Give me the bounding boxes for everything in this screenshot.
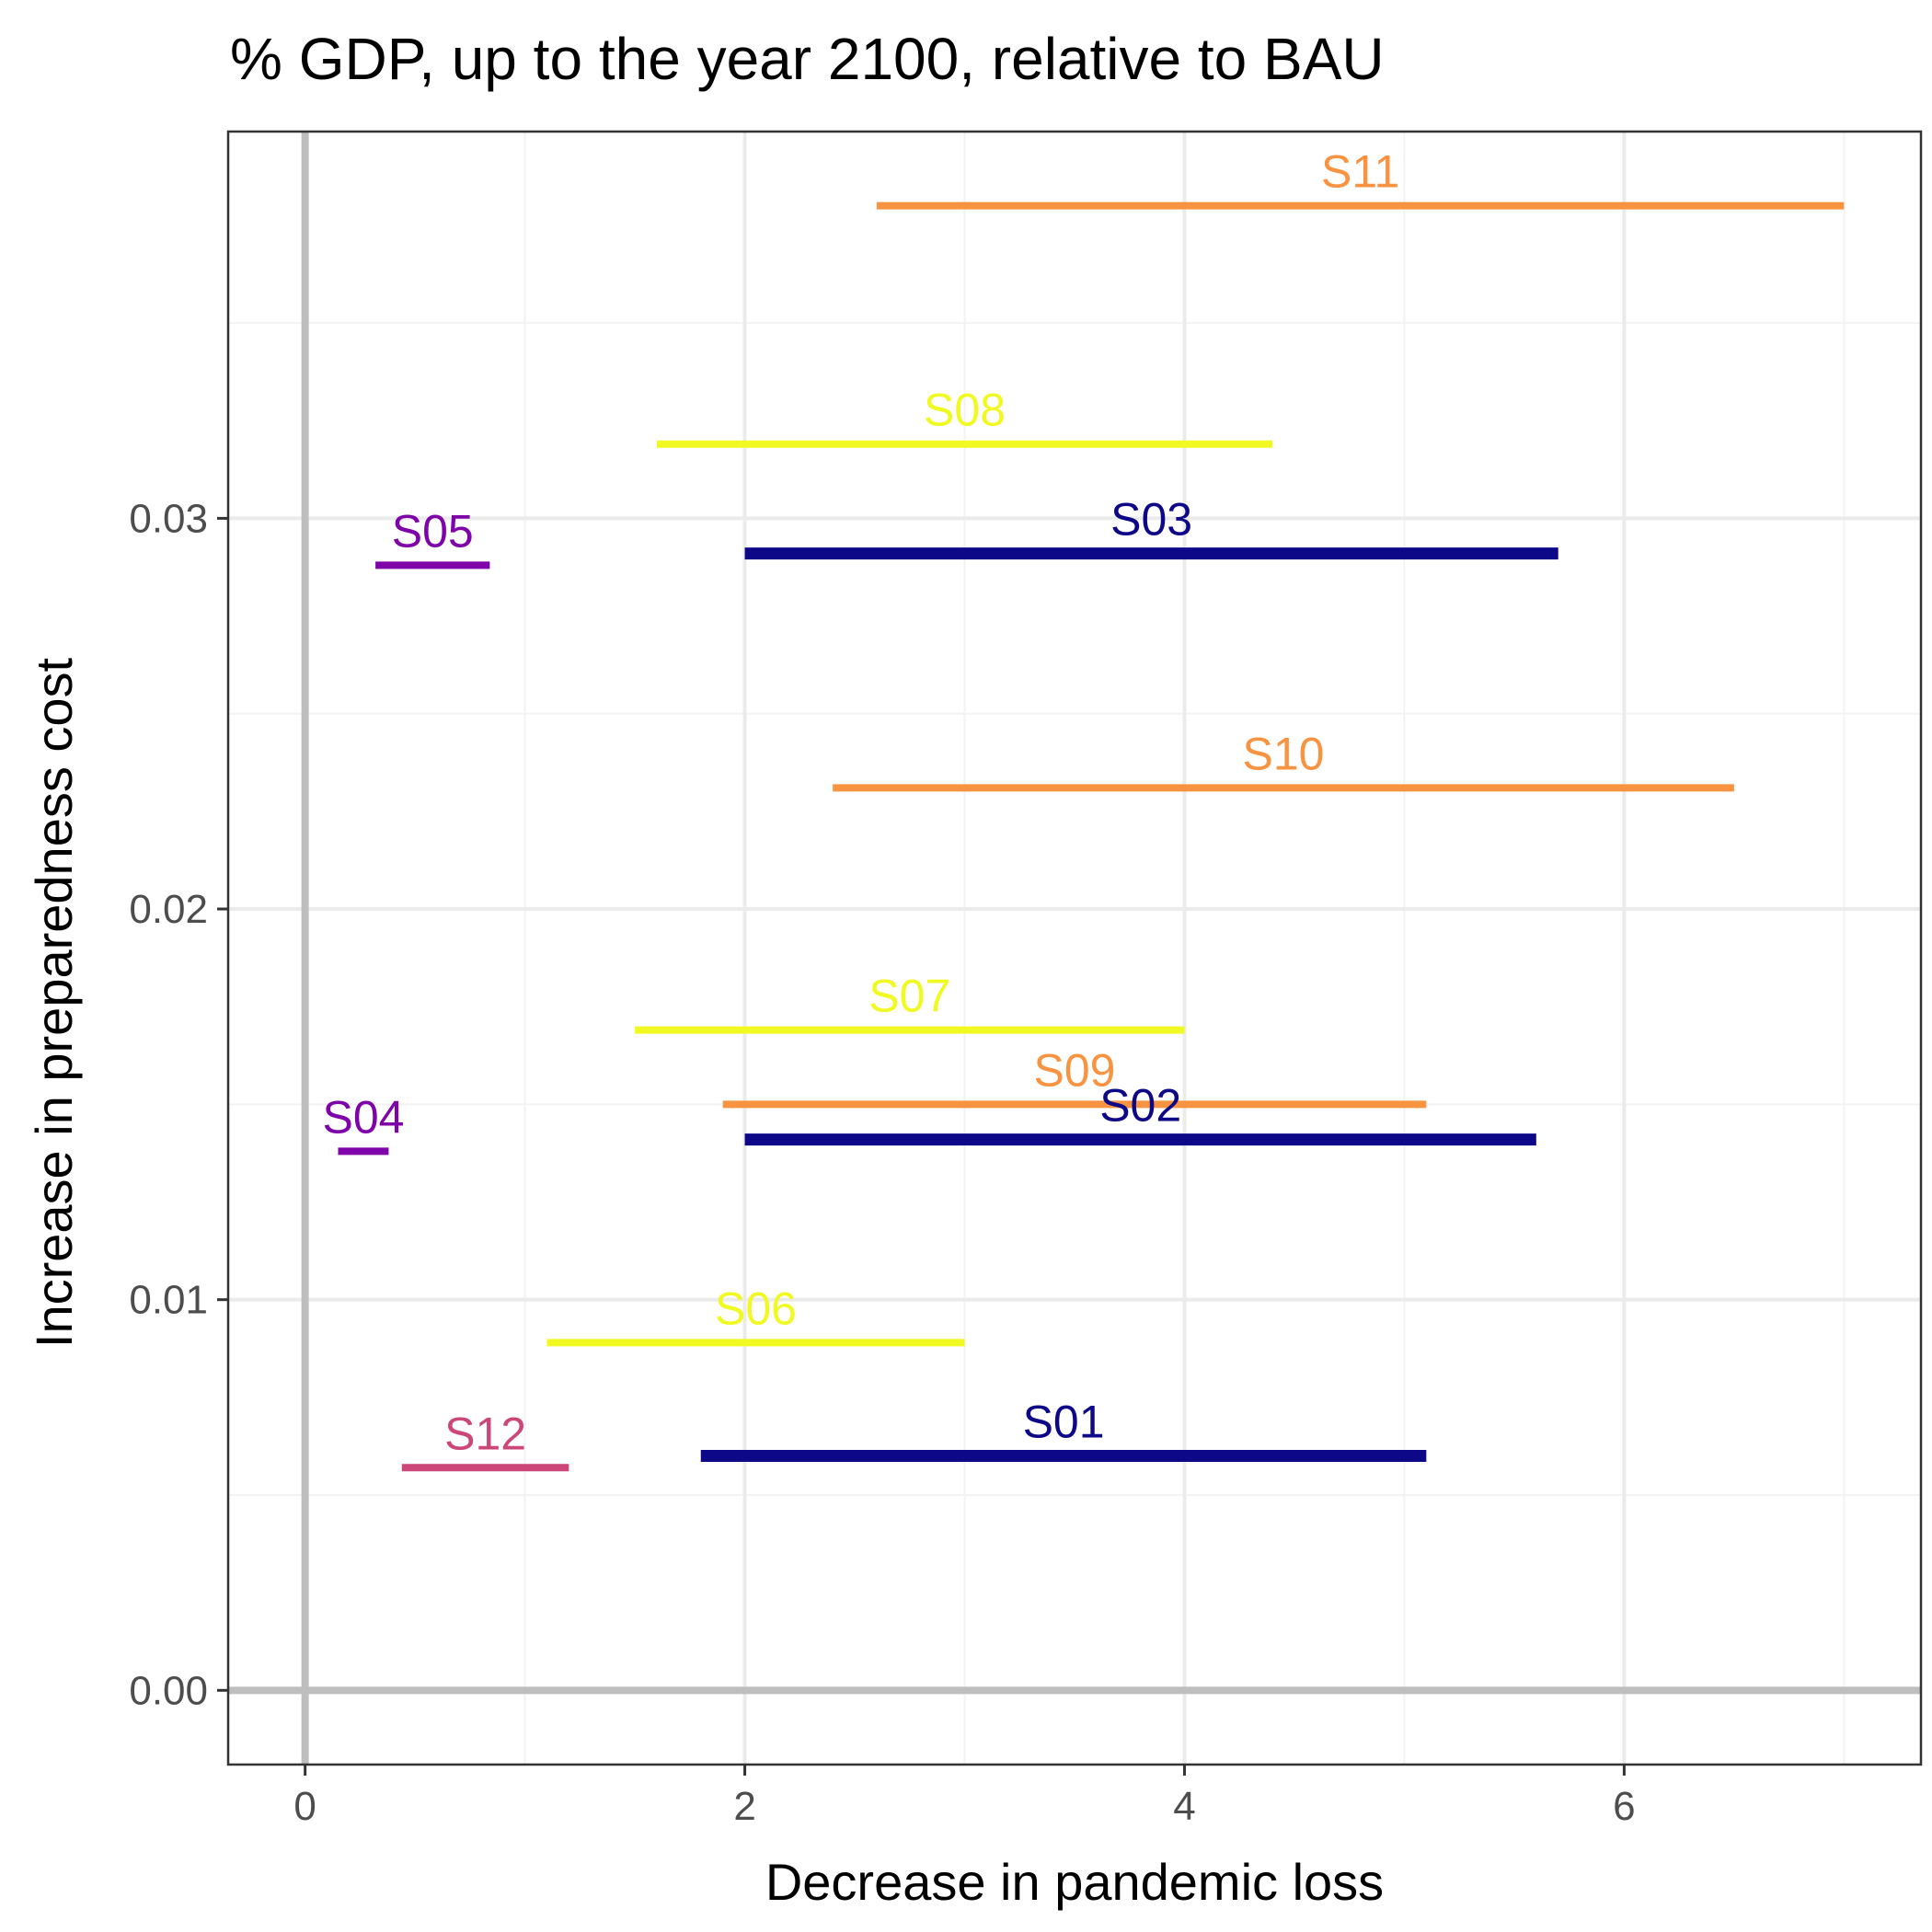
segment-label-s07: S07 xyxy=(868,971,950,1022)
segment-label-s09: S09 xyxy=(1034,1044,1116,1096)
x-tick-label: 6 xyxy=(1613,1784,1635,1829)
plot-panel xyxy=(226,130,1923,1766)
y-tick-label: 0.02 xyxy=(129,887,208,932)
y-tick-label: 0.01 xyxy=(129,1278,208,1323)
segment-label-s03: S03 xyxy=(1110,494,1192,546)
major-gridlines xyxy=(228,132,1921,1765)
x-tick-label: 0 xyxy=(293,1784,316,1829)
segment-labels: S01 S02 S03 S04 S05 S06 S07 S08 S09 S10 S11 S12 xyxy=(322,146,1399,1460)
chart-title: % GDP, up to the year 2100, relative to … xyxy=(230,26,1385,92)
segment-label-s08: S08 xyxy=(924,385,1006,436)
segment-label-s06: S06 xyxy=(715,1282,797,1334)
minor-gridlines xyxy=(228,132,1921,1765)
y-axis-title: Increase in preparedness cost xyxy=(25,657,83,1348)
x-axis-title: Decrease in pandemic loss xyxy=(765,1853,1384,1911)
x-tick-label: 4 xyxy=(1173,1784,1195,1829)
range-segments xyxy=(338,201,1845,1472)
y-axis: 0.00 0.01 0.02 0.03 xyxy=(129,496,228,1713)
y-tick-label: 0.03 xyxy=(129,496,208,541)
segment-label-s10: S10 xyxy=(1243,728,1325,779)
segment-label-s04: S04 xyxy=(322,1091,404,1143)
x-axis: 0 2 4 6 xyxy=(293,1765,1636,1829)
zero-reference-lines xyxy=(228,132,1921,1765)
segment-label-s12: S12 xyxy=(444,1408,526,1459)
segment-label-s02: S02 xyxy=(1099,1080,1181,1132)
segment-label-s11: S11 xyxy=(1321,146,1399,198)
segment-label-s01: S01 xyxy=(1023,1397,1105,1448)
x-tick-label: 2 xyxy=(733,1784,755,1829)
y-tick-label: 0.00 xyxy=(129,1668,208,1713)
segment-label-s05: S05 xyxy=(392,505,474,557)
